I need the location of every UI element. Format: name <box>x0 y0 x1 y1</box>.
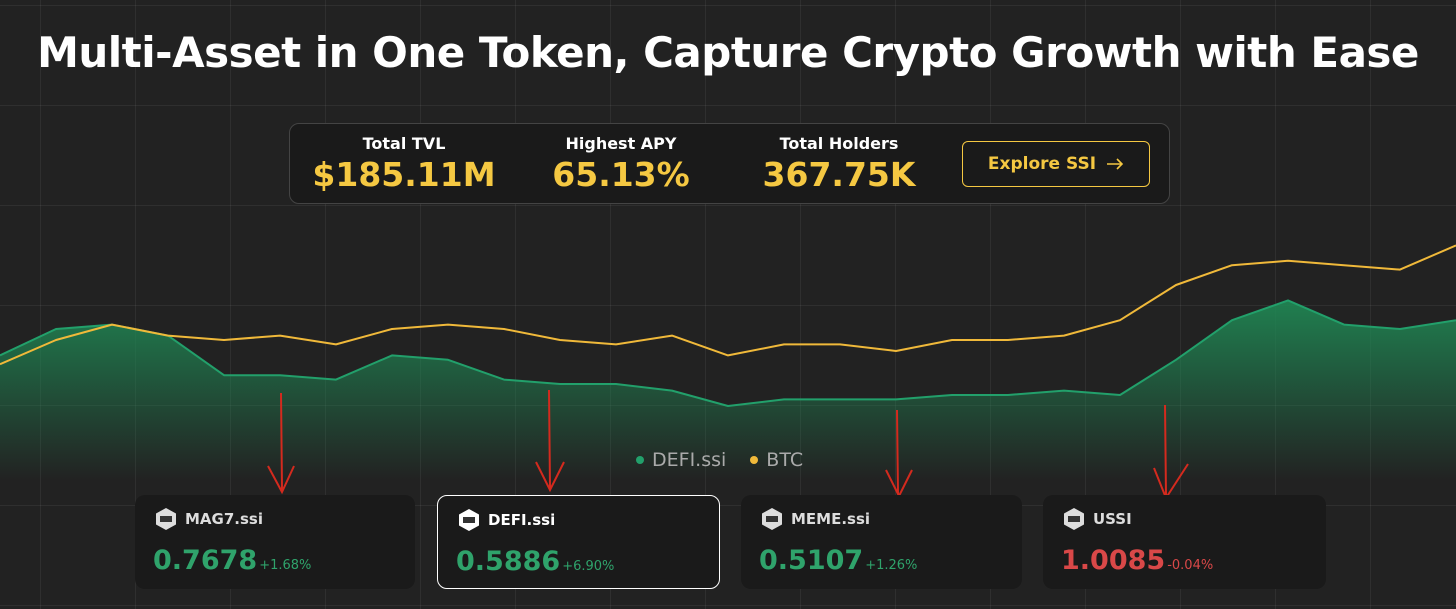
legend-dot <box>750 456 759 464</box>
price-change: +1.26% <box>865 558 918 573</box>
token-card[interactable]: DEFI.ssi 0.5886 +6.90% <box>437 495 720 589</box>
stat-value: $185.11M <box>312 155 496 194</box>
legend-dot <box>636 456 644 464</box>
token-icon <box>1064 508 1084 530</box>
price-value: 0.5107 <box>759 545 864 576</box>
token-icon <box>762 508 782 530</box>
arrow <box>267 392 295 495</box>
line <box>0 299 1456 407</box>
token-name: MAG7.ssi <box>185 510 263 528</box>
token-card[interactable]: MAG7.ssi 0.7678 +1.68% <box>135 495 415 589</box>
stat-label: Total TVL <box>362 134 446 153</box>
legend: DEFI.ssi BTC <box>636 449 803 471</box>
price-value: 0.5886 <box>456 546 561 577</box>
price-change: -0.04% <box>1167 558 1214 573</box>
token-price: 0.7678 +1.68% <box>153 545 311 576</box>
area <box>0 300 1456 480</box>
arrow-icon <box>1107 158 1124 170</box>
token-price: 0.5886 +6.90% <box>456 546 614 577</box>
token-icon <box>156 508 176 530</box>
stat-value: 367.75K <box>762 155 916 194</box>
token-price: 1.0085 -0.04% <box>1061 545 1213 576</box>
stat: Total TVL $185.11M <box>294 134 514 194</box>
stats-panel: Total TVL $185.11M Highest APY 65.13% Tota… <box>289 123 1170 204</box>
stat: Total Holders 367.75K <box>729 134 949 194</box>
arrow <box>535 389 565 493</box>
title: Multi-Asset in One Token, Capture Crypto… <box>37 28 1419 77</box>
token-name: USSI <box>1093 510 1132 528</box>
token-price: 0.5107 +1.26% <box>759 545 917 576</box>
line <box>0 244 1456 366</box>
stat-label: Total Holders <box>779 134 899 153</box>
stat-value: 65.13% <box>552 155 690 194</box>
price-value: 0.7678 <box>153 545 258 576</box>
plot <box>0 244 1456 480</box>
price-value: 1.0085 <box>1061 545 1166 576</box>
legend-label: BTC <box>766 449 804 471</box>
token-name: DEFI.ssi <box>488 511 556 529</box>
token-card[interactable]: USSI 1.0085 -0.04% <box>1043 495 1326 589</box>
price-change: +6.90% <box>562 559 615 574</box>
token-card[interactable]: MEME.ssi 0.5107 +1.26% <box>741 495 1022 589</box>
token-name: MEME.ssi <box>791 510 871 528</box>
stat: Highest APY 65.13% <box>511 134 731 194</box>
price-change: +1.68% <box>259 558 312 573</box>
button-label: Explore SSI <box>987 154 1097 174</box>
legend-label: DEFI.ssi <box>652 449 727 471</box>
token-icon <box>459 509 479 531</box>
explore-button[interactable]: Explore SSI <box>962 141 1150 187</box>
stat-label: Highest APY <box>565 134 677 153</box>
